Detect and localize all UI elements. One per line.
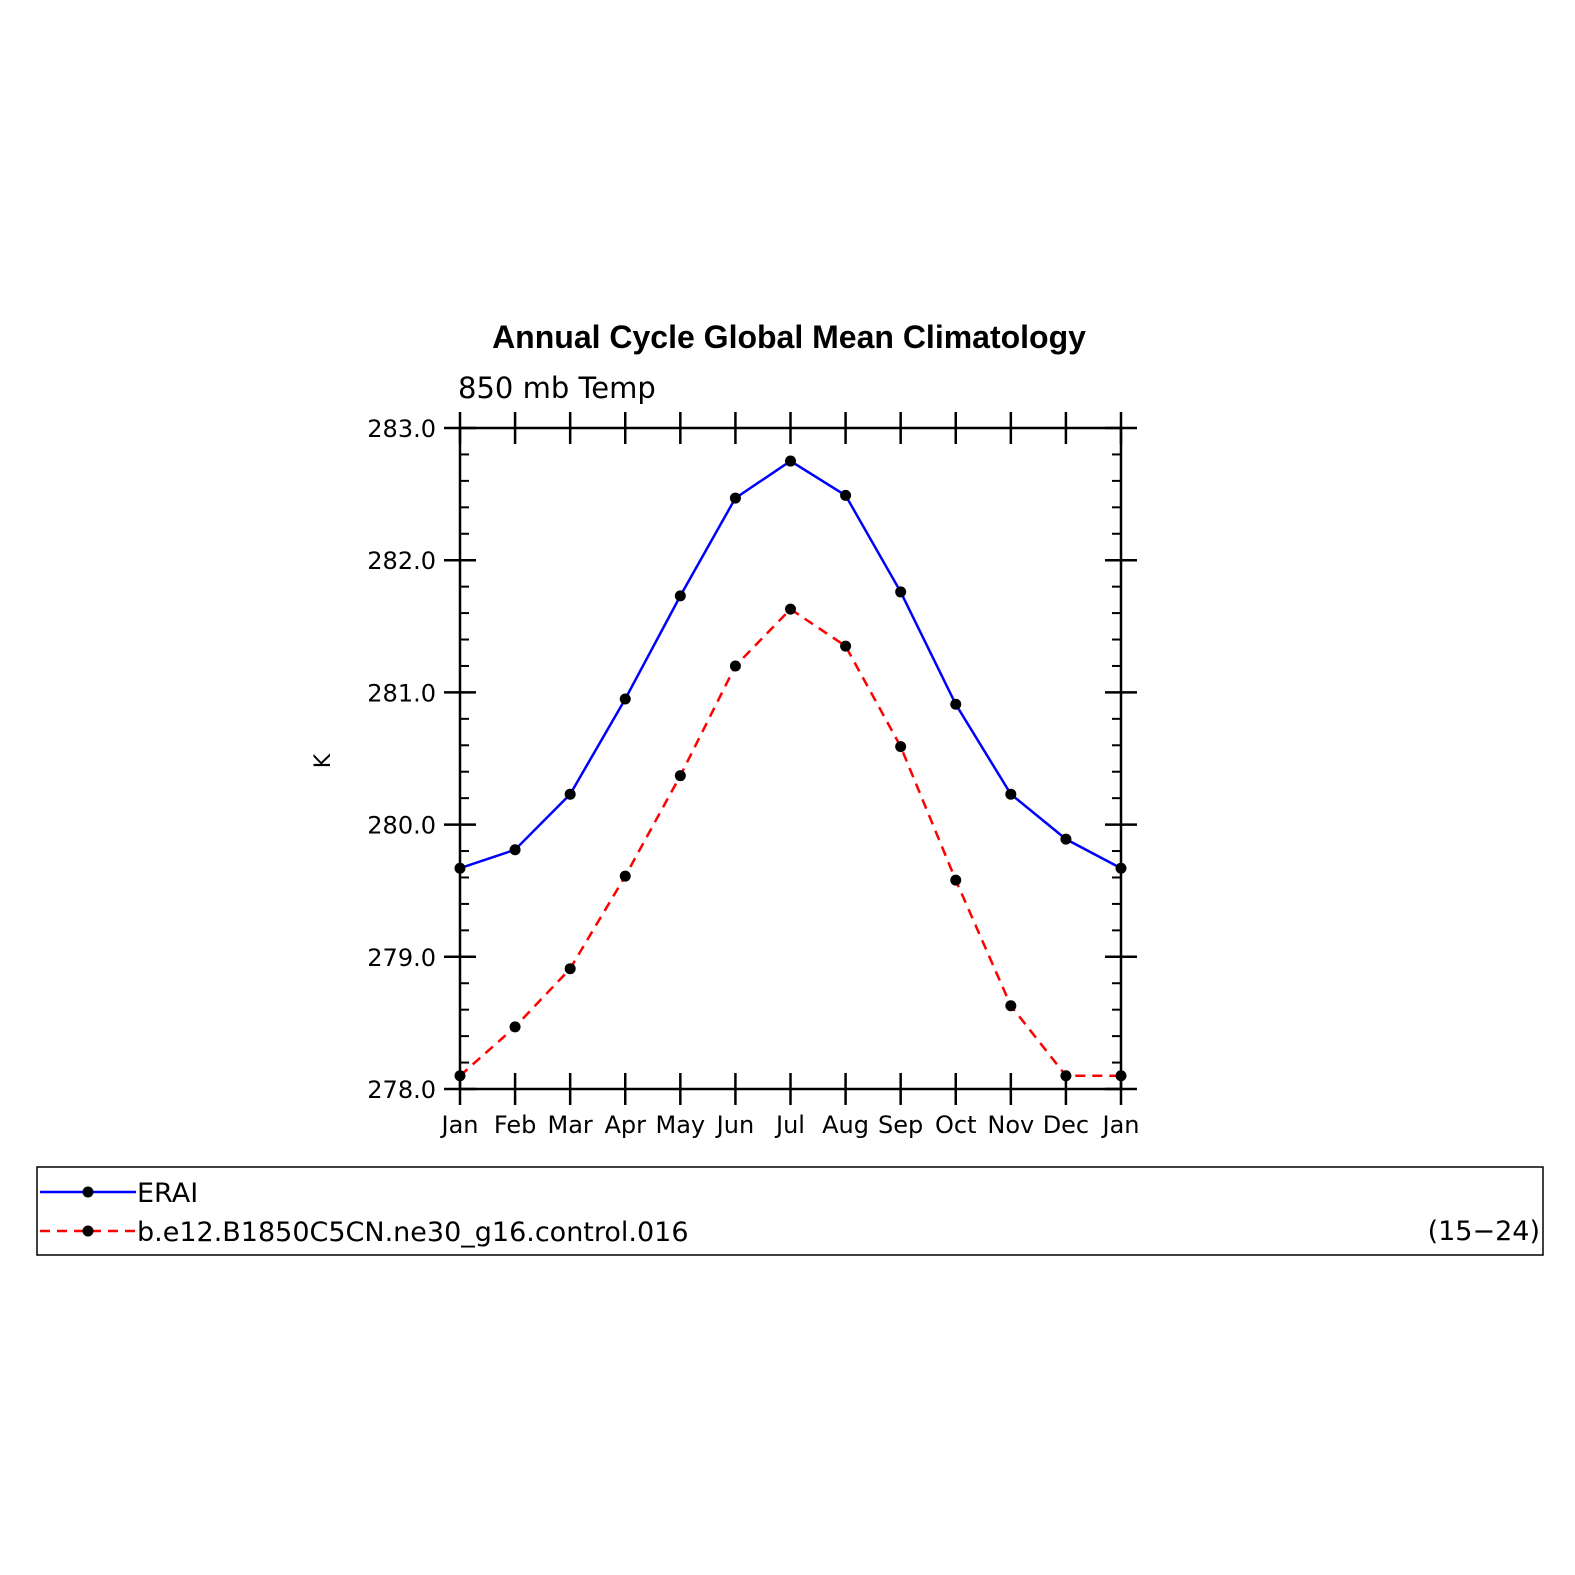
y-tick-label: 283.0 xyxy=(367,415,436,443)
x-tick-label: Aug xyxy=(822,1111,869,1139)
series-2-point xyxy=(619,870,631,882)
series-2-point xyxy=(785,603,796,615)
x-tick-label: Nov xyxy=(987,1111,1034,1139)
y-tick-label: 280.0 xyxy=(367,812,436,840)
x-tick-label: Dec xyxy=(1043,1111,1089,1139)
series-1-point xyxy=(619,693,631,705)
series-2-point xyxy=(1060,1070,1072,1082)
x-tick-label: Mar xyxy=(548,1111,593,1139)
x-tick-label: Feb xyxy=(494,1111,537,1139)
series-2-point xyxy=(1005,1000,1017,1012)
legend-marker-2 xyxy=(82,1225,94,1237)
y-tick-label: 282.0 xyxy=(367,547,436,575)
series-1-point xyxy=(895,586,907,598)
x-tick-label: Sep xyxy=(878,1111,923,1139)
plot-frame xyxy=(458,426,1123,1091)
legend-marker-1 xyxy=(82,1186,94,1198)
chart-subtitle: 850 mb Temp xyxy=(458,371,656,405)
series-2-point xyxy=(840,640,852,652)
series-line-2 xyxy=(459,607,1121,1078)
series-1-point xyxy=(509,844,521,856)
series-1-point xyxy=(840,489,852,501)
series-1-point xyxy=(674,590,686,602)
series-2-point xyxy=(674,770,686,782)
axis-ticks xyxy=(444,412,1137,1105)
series-points xyxy=(454,455,1127,1082)
series-2-point xyxy=(564,963,576,975)
legend-box xyxy=(36,1166,1544,1256)
legend-annotation: (15−24) xyxy=(1428,1216,1540,1247)
x-tick-label: Oct xyxy=(935,1111,977,1139)
series-line-1 xyxy=(459,459,1122,870)
series-2-point xyxy=(509,1021,521,1033)
y-tick-label: 281.0 xyxy=(367,679,436,707)
series-1-point xyxy=(729,492,741,504)
series-1-point xyxy=(1005,788,1017,800)
series-1-point xyxy=(564,788,576,800)
legend-label-2: b.e12.B1850C5CN.ne30_g16.control.016 xyxy=(137,1217,689,1248)
series-1-point xyxy=(950,698,962,710)
x-tick-label: May xyxy=(656,1111,706,1139)
tick-labels: Jan Feb Mar Apr May Jun Jul Aug Sep Oct Nov Dec Jan2… xyxy=(367,415,1139,1139)
y-axis-label: K xyxy=(311,753,336,768)
series-2-point xyxy=(729,660,741,672)
series-2-point xyxy=(950,874,962,886)
x-tick-label: Jan xyxy=(1101,1111,1140,1139)
x-tick-label: Jan xyxy=(440,1111,479,1139)
series-1-point xyxy=(785,455,796,467)
series-lines xyxy=(459,459,1122,1078)
legend-label-1: ERAI xyxy=(137,1178,198,1209)
x-tick-label: Jun xyxy=(715,1111,755,1139)
legend-entries: ERAI b.e12.B1850C5CN.ne30_g16.control.016 xyxy=(40,1178,689,1248)
legend: ERAI b.e12.B1850C5CN.ne30_g16.control.016… xyxy=(36,1166,1544,1256)
x-tick-label: Apr xyxy=(604,1111,646,1139)
y-tick-label: 278.0 xyxy=(367,1076,436,1104)
series-2-point xyxy=(895,741,907,753)
y-tick-label: 279.0 xyxy=(367,944,436,972)
x-tick-label: Jul xyxy=(774,1111,805,1139)
chart-title: Annual Cycle Global Mean Climatology xyxy=(492,319,1086,355)
series-1-point xyxy=(1060,833,1072,845)
